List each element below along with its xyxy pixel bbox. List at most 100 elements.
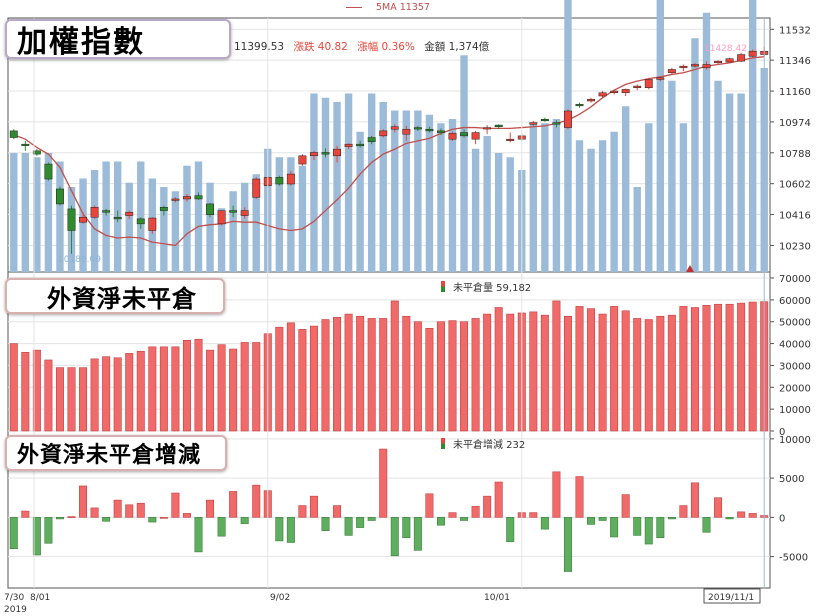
net-oi-bar: [356, 315, 365, 432]
candle-body: [148, 217, 157, 231]
volume-bar: [737, 93, 745, 272]
candle-body: [679, 65, 688, 69]
candle-body: [437, 130, 445, 133]
candle-body: [448, 133, 457, 140]
net-oi-bar: [563, 315, 572, 432]
amount-label: 金額: [424, 41, 446, 53]
volume-bar: [725, 93, 734, 272]
net-oi-change-bar: [702, 517, 711, 533]
net-oi-change-bar: [21, 510, 30, 518]
pct-label: 漲幅: [357, 41, 379, 53]
net-oi-change-bar: [471, 506, 480, 518]
net-oi-change-bar: [171, 492, 180, 518]
net-oi-bar: [690, 307, 699, 432]
candle-body: [194, 195, 203, 200]
y-tick-label: 10788: [779, 149, 811, 160]
candle-body: [413, 127, 422, 130]
close-value: 11399.53: [234, 41, 285, 53]
net-oi-bar: [217, 344, 226, 432]
volume-bar: [437, 123, 445, 272]
net-oi-change-bar: [309, 495, 318, 518]
x-tick-label: 9/02: [270, 593, 290, 603]
candle-body: [540, 119, 549, 122]
ma-legend-label: 5MA 11357: [376, 2, 430, 13]
net-oi-legend-label: 未平倉量 59,182: [453, 283, 532, 294]
low-marker: 10180.09: [58, 255, 101, 265]
net-oi-change-legend-swatch: [441, 438, 445, 449]
net-oi-change-bar: [679, 505, 688, 518]
volume-bar: [541, 123, 549, 272]
net-oi-change-bar: [159, 517, 168, 519]
volume-bar: [621, 106, 630, 272]
volume-bar: [90, 170, 99, 272]
cursor-date-box: [703, 588, 761, 604]
net-oi-legend-swatch: [441, 281, 445, 292]
volume-bar: [125, 182, 133, 272]
volume-bar: [748, 0, 757, 272]
volume-bar: [402, 110, 411, 272]
net-oi-change-bar: [448, 512, 457, 518]
net-oi-bar: [725, 303, 734, 432]
volume-bar: [483, 136, 491, 272]
candle-body: [621, 89, 630, 93]
net-oi-change-bar: [436, 517, 445, 526]
y-tick-label: 10000: [779, 435, 811, 446]
net-oi-change-bar: [379, 448, 388, 518]
net-oi-change-bar: [194, 517, 203, 553]
net-oi-change-bar: [90, 507, 99, 518]
volume-bar: [333, 102, 341, 272]
net-oi-change-bar: [344, 517, 353, 536]
volume-bar: [645, 123, 653, 272]
net-oi-bar: [575, 306, 584, 432]
volume-bar: [425, 114, 434, 272]
volume-bar: [321, 97, 330, 272]
net-oi-bar: [667, 314, 676, 432]
net-oi-change-bar: [425, 493, 434, 518]
volume-bar: [356, 131, 364, 272]
candle-body: [333, 148, 341, 157]
net-oi-bar: [460, 321, 469, 432]
net-oi-bar: [367, 318, 376, 432]
candle-body: [506, 138, 515, 141]
volume-bar: [79, 178, 87, 272]
volume-bar: [379, 102, 387, 272]
net-oi-change-bar: [390, 517, 399, 557]
volume-bar: [240, 182, 249, 272]
ma-legend-swatch: [346, 7, 362, 8]
volume-bar: [102, 161, 110, 272]
net-oi-change-bar: [598, 517, 607, 521]
candle-body: [367, 137, 376, 142]
volume-bar: [702, 12, 711, 272]
y-tick-label: 0: [779, 513, 785, 524]
candle-body: [644, 79, 653, 88]
volume-bar: [44, 153, 53, 272]
net-oi-bar: [702, 305, 711, 432]
net-oi-change-bar: [587, 517, 596, 525]
candle-body: [379, 130, 388, 137]
volume-bar: [506, 157, 514, 272]
volume-bar: [679, 123, 688, 272]
net-oi-change-bar: [333, 505, 342, 518]
net-oi-panel-title: 外資淨未平倉: [5, 278, 225, 314]
volume-bar: [460, 55, 468, 272]
net-oi-bar: [159, 346, 168, 432]
y-tick-label: 11532: [779, 25, 811, 36]
y-tick-label: 40000: [779, 340, 811, 351]
volume-bar: [171, 191, 180, 272]
candle-body: [610, 90, 619, 93]
candle-body: [471, 132, 480, 140]
net-oi-bar: [390, 300, 399, 432]
index-panel-title: 加權指數: [5, 19, 231, 60]
net-oi-bar: [44, 359, 53, 432]
net-oi-bar: [644, 319, 653, 432]
year-label: 2019: [4, 605, 27, 615]
net-oi-change-bar: [563, 517, 572, 572]
candle-body: [737, 54, 746, 62]
y-tick-label: 10602: [779, 180, 811, 191]
volume-bar: [217, 208, 226, 272]
y-tick-label: 10974: [779, 118, 811, 129]
volume-bar: [367, 93, 376, 272]
net-oi-bar: [309, 325, 318, 432]
net-oi-change-bar: [206, 499, 215, 518]
net-oi-change-bar: [44, 517, 53, 544]
